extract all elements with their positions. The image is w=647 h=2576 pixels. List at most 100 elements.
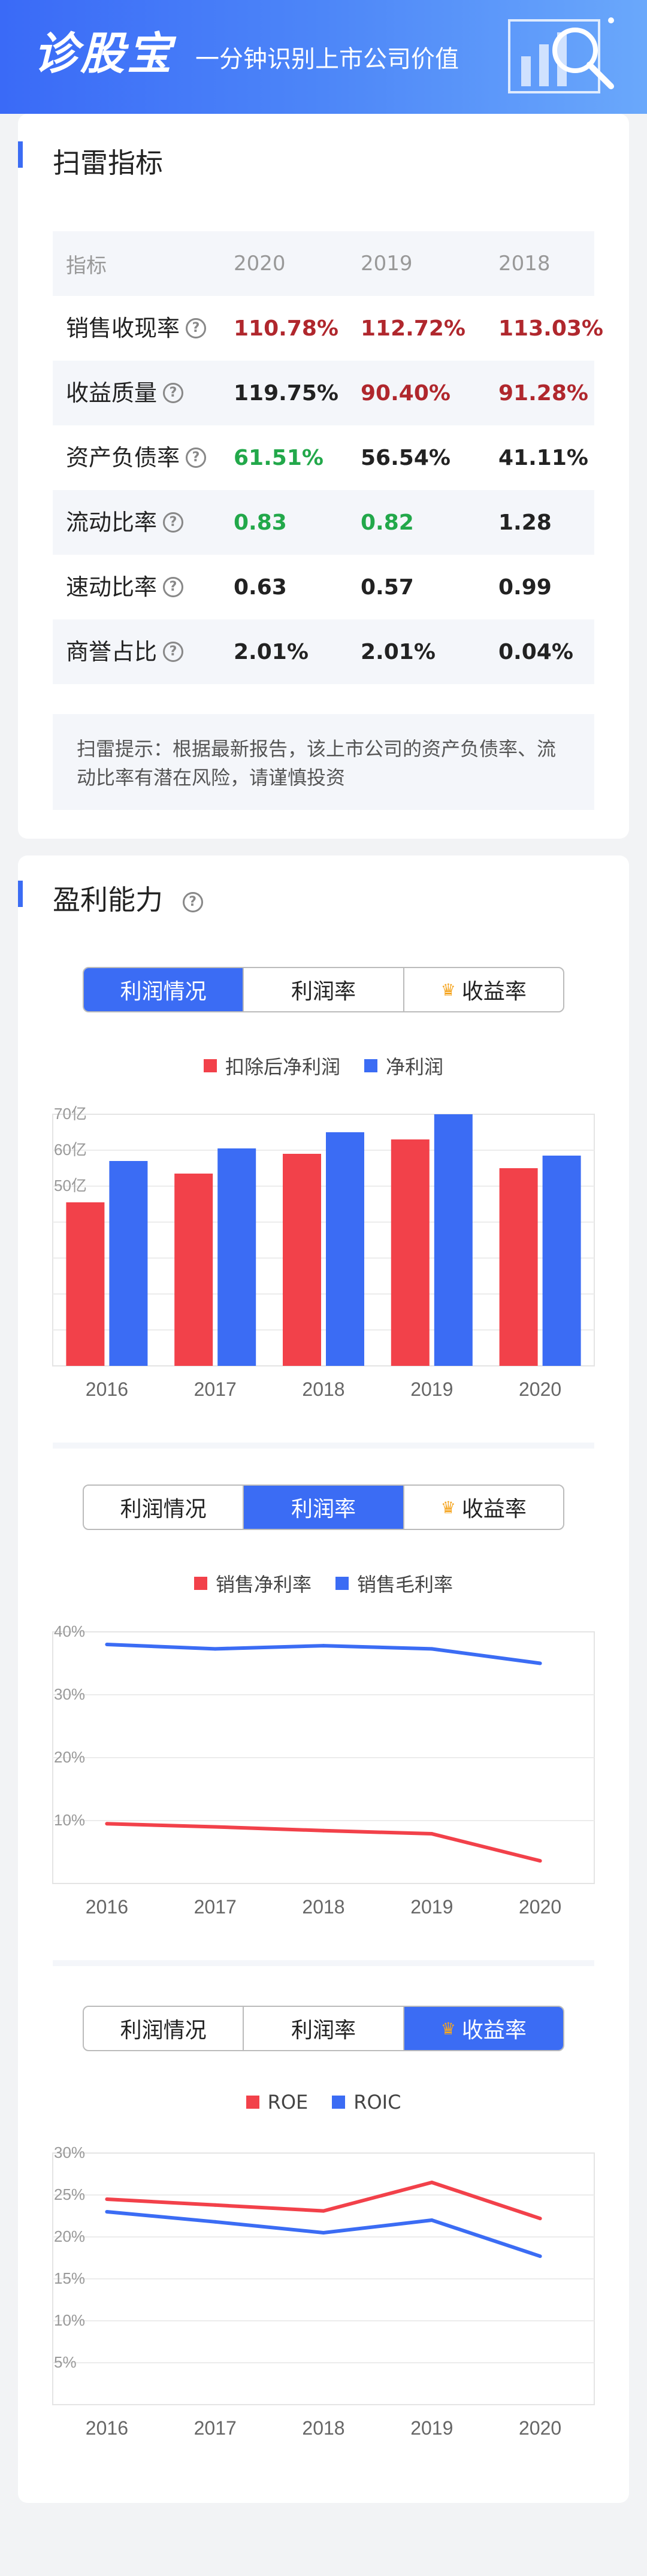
point-销售毛利率-2016[interactable] [105,1643,109,1646]
point-ROE-2018[interactable] [322,2209,325,2213]
tab-profit-situation[interactable]: 利润情况 [84,1486,244,1529]
point-销售净利率-2020[interactable] [538,1859,542,1863]
point-ROIC-2019[interactable] [430,2218,434,2222]
bar-扣除后净利润-2018[interactable] [283,1154,321,1366]
point-销售净利率-2017[interactable] [213,1825,217,1829]
table-row: 速动比率? 0.63 0.57 0.99 [53,555,594,619]
x-tick-label: 2017 [194,1378,237,1400]
x-tick-label: 2020 [519,1896,561,1918]
point-销售毛利率-2018[interactable] [322,1644,325,1648]
tab-profit-rate[interactable]: 利润率 [244,968,404,1011]
point-销售净利率-2018[interactable] [322,1828,325,1833]
bar-扣除后净利润-2016[interactable] [66,1202,105,1366]
legend-item: ROIC [332,2091,401,2114]
tab-yield[interactable]: ♛ 收益率 [404,1486,563,1529]
row-label-text: 流动比率 [66,509,158,536]
bar-净利润-2017[interactable] [217,1148,256,1366]
risk-section-title: 扫雷指标 [53,147,163,179]
legend-item: ROE [246,2091,308,2114]
row-label-text: 销售收现率 [66,315,180,341]
y-tick-label: 70亿 [54,1105,87,1123]
point-销售毛利率-2017[interactable] [213,1647,217,1651]
y-tick-label: 25% [54,2185,85,2203]
row-label: 速动比率? [66,555,222,619]
legend-item: 扣除后净利润 [203,1052,340,1080]
row-value: 2.01% [361,639,436,664]
legend-label: 销售净利率 [215,1573,312,1596]
profit-section-title: 盈利能力 ? [53,878,203,918]
chart-legend: 销售净利率 销售毛利率 [0,1570,647,1597]
point-销售毛利率-2019[interactable] [430,1647,434,1651]
tab-label: 利润率 [291,2018,356,2043]
section-marker [18,881,23,907]
help-icon[interactable]: ? [163,642,184,662]
bar-净利润-2020[interactable] [542,1156,581,1366]
bar-净利润-2019[interactable] [434,1114,473,1366]
point-销售净利率-2019[interactable] [430,1832,434,1836]
row-value: 0.63 [234,575,287,600]
y-tick-label: 20% [54,1748,85,1766]
legend-item: 销售毛利率 [335,1570,453,1597]
row-label-text: 资产负债率 [66,445,180,471]
help-icon[interactable]: ? [186,448,207,468]
legend-swatch [194,1577,207,1590]
tab-yield[interactable]: ♛ 收益率 [404,968,563,1011]
profit-tab-bar: 利润情况 利润率 ♛ 收益率 [83,967,564,1012]
row-value: 0.83 [234,510,287,535]
series-line-ROE[interactable] [107,2181,541,2221]
help-icon[interactable]: ? [163,577,184,597]
help-icon[interactable]: ? [186,318,207,338]
y-tick-label: 15% [54,2269,85,2287]
tab-yield[interactable]: ♛ 收益率 [404,2007,563,2050]
x-tick-label: 2016 [86,1378,128,1400]
tab-profit-rate[interactable]: 利润率 [244,2007,404,2050]
help-icon[interactable]: ? [163,512,184,533]
chart-3: 30% 25% 20% 15% 10% 5% 2016 2017 2018 2019 2020 [52,2143,595,2439]
point-ROE-2017[interactable] [213,2203,217,2207]
section-divider [53,1960,594,1966]
crown-icon: ♛ [440,2018,456,2039]
profit-title-text: 盈利能力 [53,884,163,916]
row-label-text: 商誉占比 [66,639,158,665]
col-header-2019: 2019 [361,252,413,276]
app-header: 诊股宝 一分钟识别上市公司价值 [0,0,647,114]
row-value: 61.51% [234,445,324,470]
row-value: 0.04% [498,639,573,664]
table-row: 销售收现率? 110.78% 112.72% 113.03% [53,296,603,361]
chart-legend: 扣除后净利润 净利润 [0,1052,647,1080]
point-销售净利率-2016[interactable] [105,1822,109,1826]
x-tick-label: 2018 [302,1896,344,1918]
legend-swatch [332,2096,346,2109]
tab-profit-rate[interactable]: 利润率 [244,1486,404,1529]
point-ROIC-2016[interactable] [105,2210,109,2214]
x-tick-label: 2020 [519,1378,561,1400]
row-value: 0.99 [498,575,552,600]
legend-swatch [246,2096,259,2109]
bar-扣除后净利润-2020[interactable] [499,1168,538,1366]
row-value: 2.01% [234,639,309,664]
bar-扣除后净利润-2017[interactable] [174,1174,213,1366]
point-ROIC-2020[interactable] [538,2254,542,2258]
help-icon[interactable]: ? [182,891,203,912]
point-ROIC-2017[interactable] [213,2220,217,2224]
legend-label: 扣除后净利润 [225,1056,340,1078]
tab-profit-situation[interactable]: 利润情况 [84,968,244,1011]
tab-label: 收益率 [461,2018,527,2043]
point-ROIC-2018[interactable] [322,2231,325,2235]
bar-净利润-2018[interactable] [326,1132,364,1366]
bar-扣除后净利润-2019[interactable] [391,1139,430,1366]
plot-frame [52,1114,595,1366]
crown-icon: ♛ [440,979,456,1000]
point-销售毛利率-2020[interactable] [538,1661,542,1665]
point-ROE-2019[interactable] [430,2181,434,2184]
y-tick-label: 40% [54,1622,85,1640]
bar-净利润-2016[interactable] [109,1161,148,1366]
tab-label: 利润情况 [120,979,207,1004]
y-tick-label: 5% [54,2353,77,2371]
tab-profit-situation[interactable]: 利润情况 [84,2007,244,2050]
help-icon[interactable]: ? [163,383,184,403]
point-ROE-2020[interactable] [538,2217,542,2221]
section-divider [53,1443,594,1449]
point-ROE-2016[interactable] [105,2197,109,2201]
x-tick-label: 2016 [86,1896,128,1918]
